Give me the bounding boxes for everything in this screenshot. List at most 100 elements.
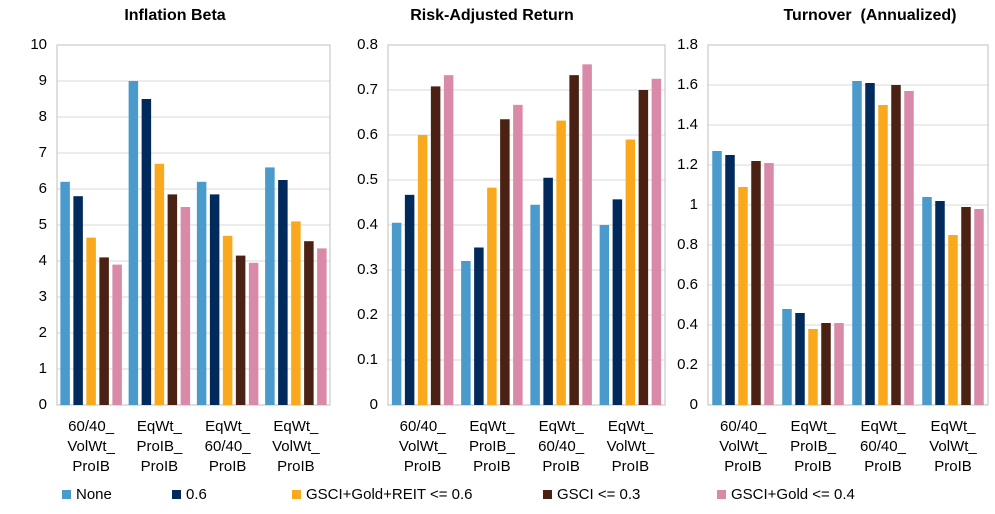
bar: [180, 207, 191, 405]
x-tick-label: 60/40_ VolWt_ ProIB: [67, 418, 115, 475]
y-tick-label: 0.5: [357, 171, 378, 188]
bar: [651, 78, 662, 405]
bar: [73, 196, 83, 405]
legend-swatch: [543, 490, 552, 499]
legend-label: 0.6: [186, 486, 207, 503]
legend-swatch: [172, 490, 181, 499]
bar: [461, 261, 471, 405]
bar: [112, 264, 122, 405]
y-tick-label: 0.1: [357, 351, 378, 368]
y-tick-label: 4: [39, 252, 47, 269]
bar: [196, 181, 207, 405]
bar: [782, 309, 792, 405]
bar: [154, 163, 165, 405]
bar: [543, 177, 553, 405]
bar: [291, 221, 301, 405]
bar: [904, 91, 914, 405]
bar: [751, 161, 761, 405]
bar: [513, 104, 523, 405]
bar: [852, 81, 862, 405]
bar: [86, 237, 96, 405]
bar: [808, 329, 818, 405]
legend-label: GSCI+Gold <= 0.4: [731, 486, 855, 503]
bar: [556, 120, 566, 405]
bar: [317, 248, 327, 405]
bar: [430, 86, 441, 406]
bar: [304, 241, 314, 405]
y-tick-label: 0: [690, 396, 698, 413]
bar: [834, 323, 844, 405]
bar: [141, 99, 152, 405]
bar: [974, 209, 984, 405]
y-tick-label: 0.8: [357, 36, 378, 53]
y-tick-label: 1.8: [677, 36, 698, 53]
bar: [891, 85, 901, 405]
chart-title: Inflation Beta: [124, 7, 225, 24]
bar: [725, 155, 735, 405]
bar: [474, 247, 484, 405]
bar: [128, 81, 139, 405]
legend-swatch: [717, 490, 726, 499]
x-tick-label: 60/40_ VolWt_ ProIB: [399, 418, 447, 475]
legend-swatch: [292, 490, 301, 499]
bar: [738, 187, 748, 405]
y-tick-label: 0.4: [677, 316, 698, 333]
bar: [582, 64, 592, 405]
bar: [265, 167, 275, 405]
plot-frame: [707, 44, 989, 406]
y-tick-label: 0.2: [677, 356, 698, 373]
bar: [248, 262, 259, 405]
legend-swatch: [62, 490, 71, 499]
bar: [821, 323, 831, 405]
y-tick-label: 10: [30, 36, 47, 53]
bar: [878, 105, 888, 405]
y-tick-label: 0.8: [677, 236, 698, 253]
x-tick-label: EqWt_ 60/40_ ProIB: [205, 418, 252, 475]
plot-frame: [56, 44, 331, 406]
y-tick-label: 0.3: [357, 261, 378, 278]
bar: [764, 163, 774, 405]
bar: [209, 194, 220, 405]
bar: [500, 119, 510, 405]
y-tick-label: 1.2: [677, 156, 698, 173]
bar: [922, 197, 932, 405]
bar: [638, 90, 649, 405]
bar: [865, 83, 875, 405]
y-tick-label: 2: [39, 324, 47, 341]
legend-label: None: [76, 486, 112, 503]
bar: [599, 225, 610, 405]
x-tick-label: EqWt_ ProIB_ ProIB: [136, 418, 183, 475]
plot-frame: [387, 44, 666, 406]
bar: [530, 204, 540, 405]
bar: [60, 181, 70, 405]
x-tick-label: EqWt_ 60/40_ ProIB: [860, 418, 907, 475]
legend-label: GSCI <= 0.3: [557, 486, 640, 503]
bar: [167, 194, 178, 405]
y-tick-label: 0: [370, 396, 378, 413]
bar: [99, 257, 109, 405]
legend-label: GSCI+Gold+REIT <= 0.6: [306, 486, 472, 503]
y-tick-label: 1.6: [677, 76, 698, 93]
bar: [404, 194, 415, 405]
bar: [391, 222, 402, 405]
bar: [948, 235, 958, 405]
bar: [712, 151, 722, 405]
bar: [961, 207, 971, 405]
chart-title: Turnover (Annualized): [783, 7, 956, 24]
y-tick-label: 7: [39, 144, 47, 161]
chart-title: Risk-Adjusted Return: [410, 7, 574, 24]
y-tick-label: 1.4: [677, 116, 698, 133]
bar: [487, 187, 497, 405]
y-tick-label: 5: [39, 216, 47, 233]
y-tick-label: 1: [39, 360, 47, 377]
bar: [235, 255, 246, 405]
y-tick-label: 8: [39, 108, 47, 125]
bar: [612, 199, 623, 405]
bar: [222, 235, 233, 405]
x-tick-label: EqWt_ ProIB_ ProIB: [790, 418, 837, 475]
x-tick-label: EqWt_ 60/40_ ProIB: [538, 418, 585, 475]
y-tick-label: 9: [39, 72, 47, 89]
y-tick-label: 0.6: [357, 126, 378, 143]
y-tick-label: 0.6: [677, 276, 698, 293]
bar: [569, 75, 579, 406]
